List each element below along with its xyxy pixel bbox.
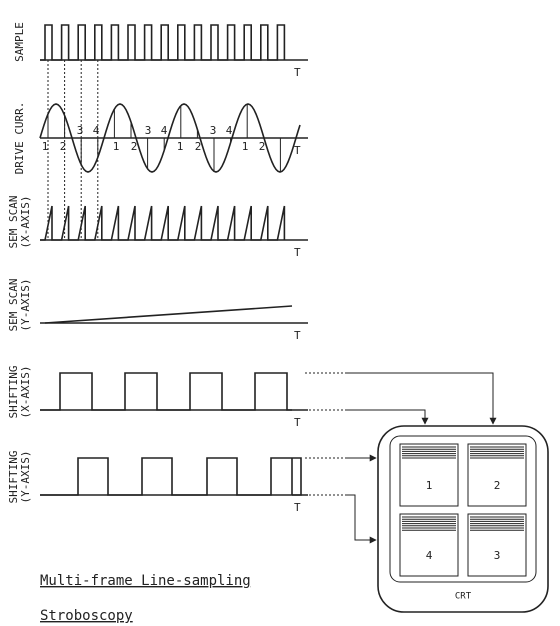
- frame-label: 3: [494, 549, 501, 562]
- phase-label: 1: [113, 140, 120, 153]
- phase-label: 2: [195, 140, 202, 153]
- phase-label: 4: [93, 124, 100, 137]
- y-shift: [40, 458, 301, 495]
- phase-label: 1: [242, 140, 249, 153]
- axis-label: T: [294, 329, 301, 342]
- frame-label: 2: [494, 479, 501, 492]
- phase-label: 3: [77, 124, 84, 137]
- x-scan: [40, 206, 284, 240]
- arrow: [345, 410, 425, 424]
- caption: Stroboscopy: [40, 608, 133, 624]
- panel-label: SAMPLE: [13, 22, 26, 62]
- frame-label: 4: [426, 549, 433, 562]
- axis-label: T: [294, 416, 301, 429]
- arrow: [345, 373, 493, 424]
- y-scan: [45, 306, 292, 323]
- caption: Multi-frame Line-sampling: [40, 573, 251, 589]
- axis-label: T: [294, 501, 301, 514]
- arrow: [345, 495, 376, 540]
- panel-label: (Y-AXIS): [19, 451, 32, 504]
- phase-label: 2: [131, 140, 138, 153]
- phase-label: 2: [259, 140, 266, 153]
- figure: 1243CRT Multi-frame Line-sampling Strobo…: [0, 0, 560, 626]
- crt-label: CRT: [455, 592, 472, 602]
- phase-label: 3: [210, 124, 217, 137]
- panel-label: (Y-AXIS): [19, 279, 32, 332]
- frame-label: 1: [426, 479, 433, 492]
- axis-label: T: [294, 66, 301, 79]
- phase-label: 2: [60, 140, 67, 153]
- panel-label: DRIVE CURR.: [13, 102, 26, 175]
- crt: 1 2 4 3 CRT: [378, 426, 548, 612]
- panel-label: (X-AXIS): [19, 366, 32, 419]
- x-shift: [40, 373, 292, 410]
- panel-label: (X-AXIS): [19, 196, 32, 249]
- phase-label: 1: [42, 140, 49, 153]
- phase-label: 1: [177, 140, 184, 153]
- axis-label: T: [294, 246, 301, 259]
- sample-pulses: [40, 25, 284, 60]
- phase-label: 4: [161, 124, 168, 137]
- phase-label: 4: [226, 124, 233, 137]
- axis-label: T: [294, 144, 301, 157]
- phase-label: 3: [145, 124, 152, 137]
